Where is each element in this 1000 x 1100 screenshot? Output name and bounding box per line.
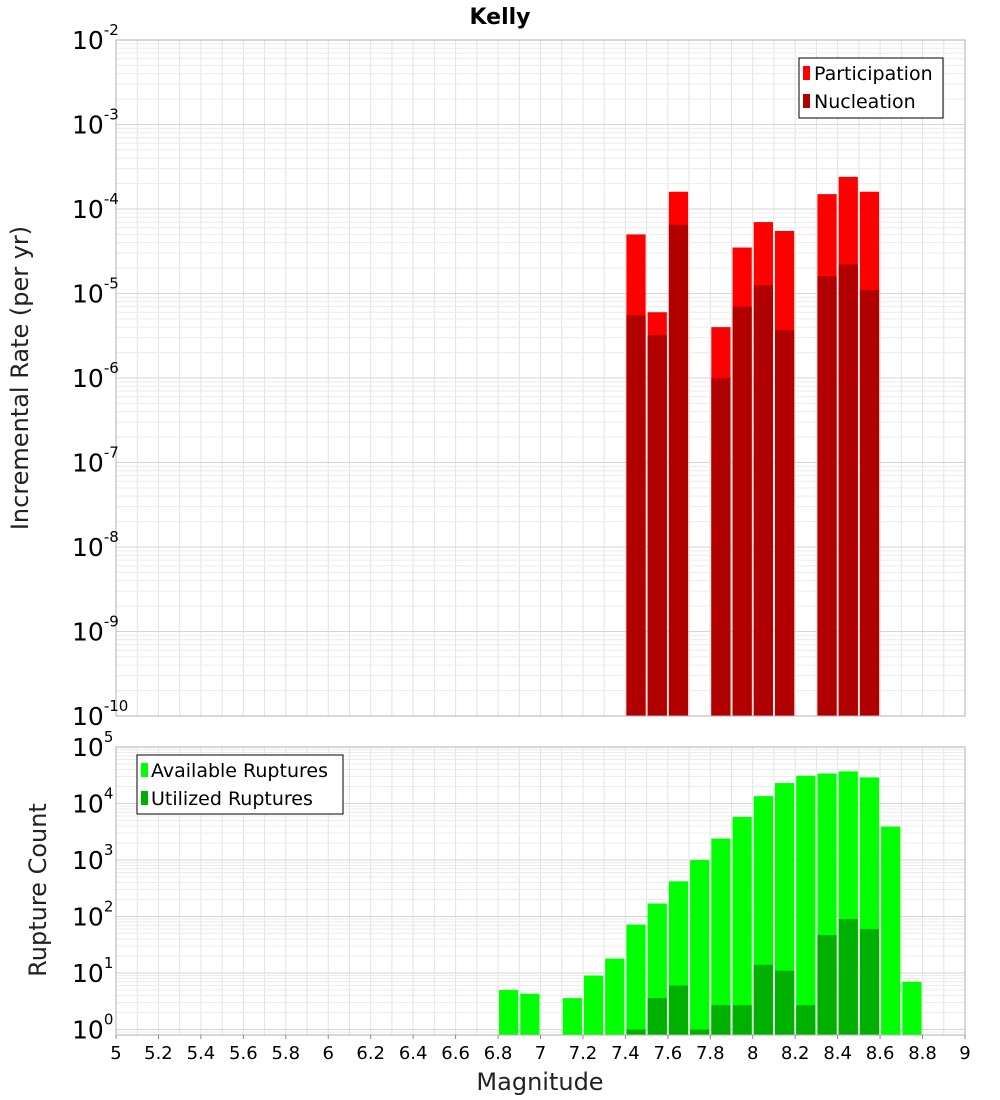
bar-available-ruptures: [583, 975, 604, 1035]
chart-title: Kelly: [469, 5, 530, 30]
x-tick-label: 9: [959, 1043, 970, 1064]
bar-available-ruptures: [562, 998, 582, 1035]
top-legend: Participation Nucleation: [798, 57, 944, 119]
legend-swatch-nucleation: [803, 94, 810, 108]
y-tick-label: 101: [72, 954, 113, 988]
legend-label-utilized-ruptures: Utilized Ruptures: [151, 788, 313, 810]
legend-label-nucleation: Nucleation: [814, 91, 916, 113]
y-tick-label: 10-2: [72, 21, 119, 55]
bar-nucleation: [774, 329, 795, 716]
x-tick-label: 6.6: [441, 1043, 470, 1064]
bar-utilized-ruptures: [732, 1005, 752, 1035]
bar-nucleation: [732, 306, 752, 716]
x-tick-label: 5.2: [144, 1043, 173, 1064]
y-tick-label: 10-7: [72, 444, 119, 478]
x-tick-label: 5.6: [229, 1043, 258, 1064]
bar-available-ruptures: [711, 838, 731, 1035]
bar-utilized-ruptures: [753, 964, 773, 1035]
bar-nucleation: [859, 290, 880, 716]
bottom-y-tick-labels: 100 101 102 103 104 105: [72, 728, 113, 1045]
y-tick-label: 10-9: [72, 613, 119, 647]
bar-utilized-ruptures: [796, 1005, 816, 1035]
y-tick-label: 10-8: [72, 528, 119, 562]
y-tick-label: 10-4: [72, 190, 119, 224]
bottom-x-tick-labels: 5 5.2 5.4 5.6 5.8 6 6.2 6.4 6.6 6.8 7 7.2 7.4 7.6 7.8 8…: [110, 1035, 971, 1064]
bar-utilized-ruptures: [711, 1005, 731, 1035]
bottom-bars: [499, 771, 922, 1035]
x-tick-label: 8.2: [781, 1043, 810, 1064]
y-tick-label: 100: [72, 1011, 113, 1045]
x-tick-label: 6: [323, 1043, 334, 1064]
bar-nucleation: [626, 315, 646, 716]
y-tick-label: 10-10: [72, 697, 128, 731]
bar-available-ruptures: [605, 958, 625, 1035]
legend-label-participation: Participation: [814, 63, 933, 85]
bar-nucleation: [838, 264, 858, 716]
legend-label-available-ruptures: Available Ruptures: [151, 760, 328, 782]
x-tick-label: 5.8: [271, 1043, 300, 1064]
bar-available-ruptures: [499, 990, 519, 1035]
bar-utilized-ruptures: [626, 1029, 646, 1035]
x-tick-label: 7.2: [569, 1043, 598, 1064]
y-tick-label: 10-3: [72, 106, 119, 140]
legend-swatch-available-ruptures: [141, 763, 148, 777]
x-tick-label: 7.6: [654, 1043, 683, 1064]
top-y-axis-label: Incremental Rate (per yr): [6, 226, 34, 530]
y-tick-label: 104: [72, 785, 113, 819]
bar-utilized-ruptures: [668, 985, 689, 1035]
bar-nucleation: [753, 285, 773, 716]
top-plot-frame: [115, 39, 966, 717]
y-tick-label: 10-6: [72, 359, 119, 393]
top-y-tick-labels: 10-10 10-9 10-8 10-7 10-6 10-5 10-4 10-3 10-2: [72, 21, 128, 731]
bar-nucleation: [647, 335, 667, 716]
x-axis-label: Magnitude: [476, 1068, 603, 1096]
y-tick-label: 103: [72, 841, 113, 875]
bar-available-ruptures: [902, 981, 922, 1035]
bar-available-ruptures: [520, 993, 540, 1035]
bar-nucleation: [817, 276, 837, 716]
bar-available-ruptures: [796, 775, 816, 1035]
top-plot-area: 10-10 10-9 10-8 10-7 10-6 10-5 10-4 10-3 10-2: [72, 21, 966, 731]
x-tick-label: 5: [110, 1043, 121, 1064]
top-legend-box: [798, 57, 944, 119]
x-tick-label: 7.8: [696, 1043, 725, 1064]
bar-available-ruptures: [732, 816, 752, 1035]
x-tick-label: 6.8: [484, 1043, 513, 1064]
bar-utilized-ruptures: [690, 1029, 710, 1035]
bar-nucleation: [668, 224, 689, 716]
x-tick-label: 5.4: [187, 1043, 216, 1064]
bar-utilized-ruptures: [859, 929, 880, 1035]
legend-swatch-utilized-ruptures: [141, 791, 148, 805]
x-tick-label: 8: [747, 1043, 758, 1064]
x-tick-label: 7: [535, 1043, 546, 1064]
x-tick-label: 8.8: [908, 1043, 937, 1064]
legend-swatch-participation: [803, 66, 810, 80]
bar-utilized-ruptures: [774, 970, 795, 1035]
x-tick-label: 6.4: [399, 1043, 428, 1064]
x-tick-label: 7.4: [611, 1043, 640, 1064]
bar-utilized-ruptures: [647, 998, 667, 1035]
y-tick-label: 10-5: [72, 275, 119, 309]
bottom-y-axis-label: Rupture Count: [24, 803, 52, 977]
x-tick-label: 6.2: [356, 1043, 385, 1064]
y-tick-label: 105: [72, 728, 113, 762]
x-tick-label: 8.6: [866, 1043, 895, 1064]
bar-nucleation: [711, 378, 731, 716]
bar-available-ruptures: [626, 924, 646, 1035]
top-bars: [626, 176, 880, 717]
bar-utilized-ruptures: [817, 935, 837, 1035]
bottom-legend: Available Ruptures Utilized Ruptures: [136, 754, 344, 815]
bar-utilized-ruptures: [838, 919, 858, 1035]
bar-available-ruptures: [881, 826, 901, 1035]
x-tick-label: 8.4: [823, 1043, 852, 1064]
bottom-legend-box: [136, 754, 344, 815]
top-grid: [115, 40, 966, 717]
y-tick-label: 102: [72, 898, 113, 932]
bar-available-ruptures: [690, 860, 710, 1035]
